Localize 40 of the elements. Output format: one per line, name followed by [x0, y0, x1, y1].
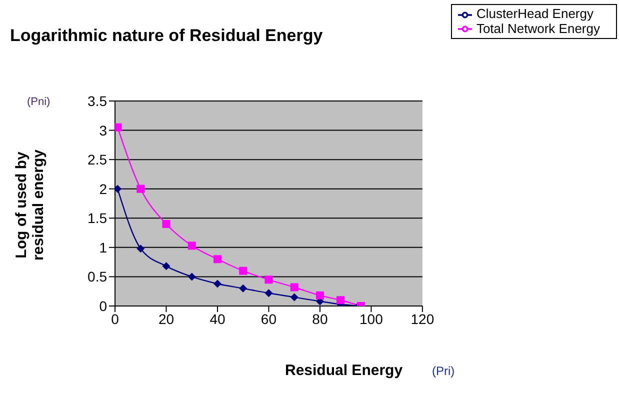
legend-label: ClusterHead Energy: [476, 6, 594, 21]
point: [239, 284, 248, 292]
point: [162, 220, 170, 228]
y-tick-label: 0: [99, 298, 108, 314]
y-tick-label: 1: [99, 239, 108, 256]
y-tick-label: 0.5: [88, 268, 108, 285]
point: [115, 184, 122, 193]
x-tick-label: 40: [210, 310, 226, 327]
y-tick-label: 1.5: [88, 210, 108, 226]
x-tick-label: 100: [360, 310, 384, 327]
point: [264, 276, 273, 284]
y-tick-label: 2.5: [88, 152, 108, 168]
y-tick-label: 2: [99, 180, 108, 197]
point: [290, 293, 298, 302]
point: [136, 184, 145, 193]
point: [188, 242, 196, 250]
point: [336, 296, 344, 304]
x-tick-label: 60: [260, 310, 277, 327]
x-tick-label: 80: [312, 310, 328, 327]
y-axis-title: Log of used by residual energy: [13, 148, 47, 260]
point: [290, 283, 298, 292]
point: [213, 280, 222, 288]
point: [239, 266, 248, 275]
point: [136, 244, 145, 253]
x-tick-label: 120: [410, 310, 434, 327]
x-axis-title: Residual Energy: [285, 362, 403, 379]
text: (Pni): [27, 96, 50, 108]
point: [115, 123, 122, 132]
point: [188, 272, 196, 281]
point: [213, 255, 222, 264]
point: [162, 262, 170, 270]
x-tick-label: 0: [111, 310, 120, 327]
text: (Pri): [432, 364, 455, 378]
y-tick-label: 3: [99, 122, 108, 138]
point: [316, 291, 324, 300]
legend-label: Total Network Energy: [476, 20, 600, 36]
chart-title: Logarithmic nature of Residual Energy: [10, 26, 323, 46]
x-tick-label: 20: [158, 310, 174, 327]
point: [264, 289, 273, 298]
y-tick-label: 3.5: [88, 92, 108, 109]
